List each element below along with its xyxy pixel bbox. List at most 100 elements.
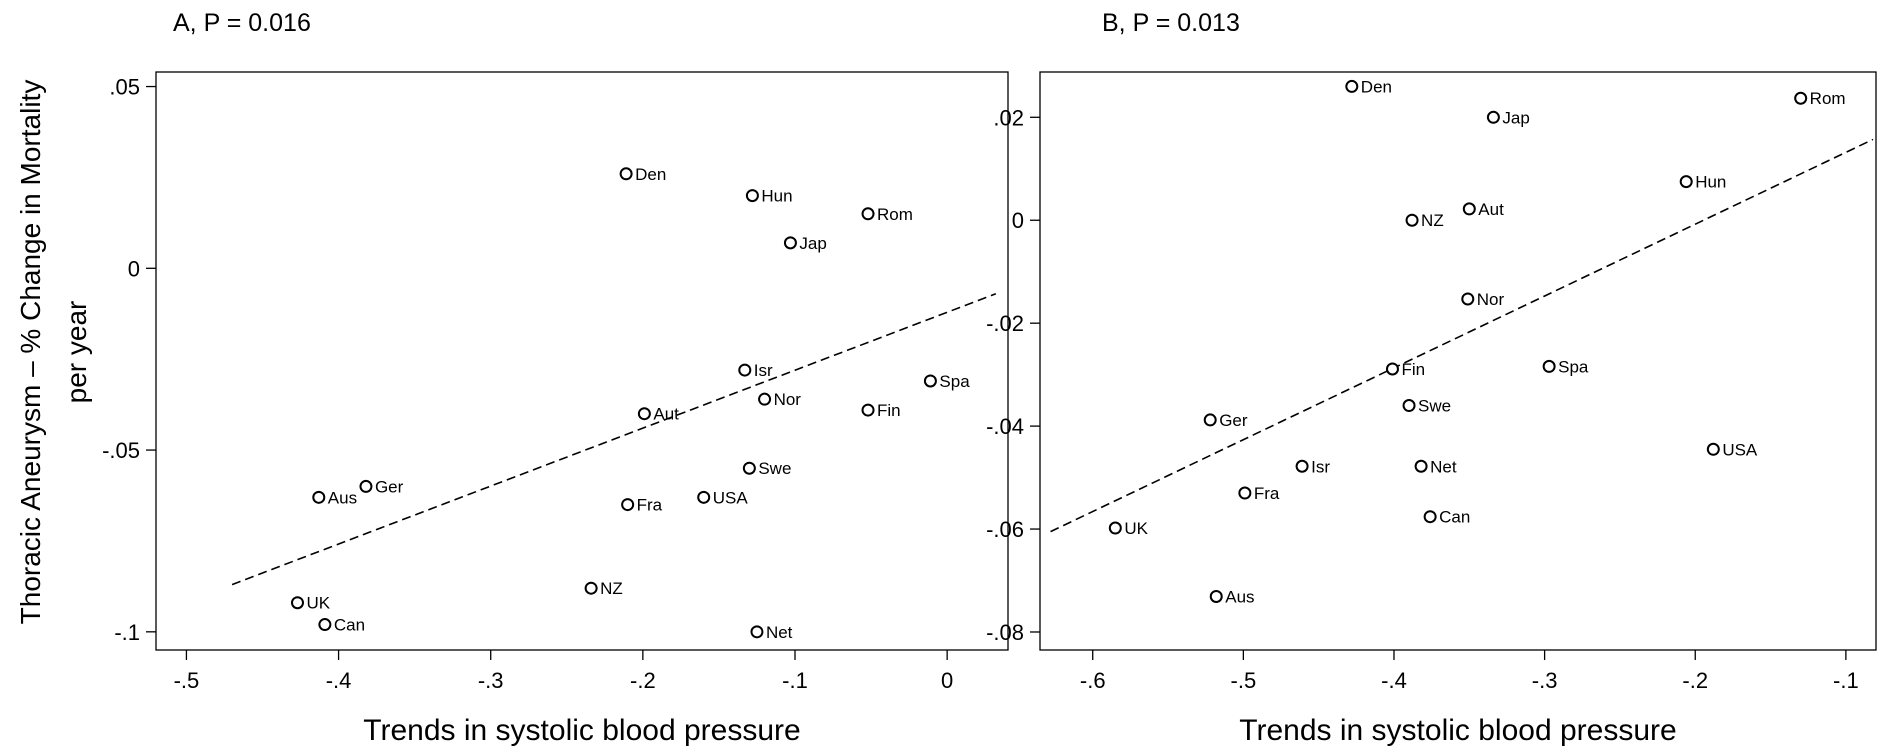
data-point-label: Spa — [939, 372, 970, 391]
y-tick-label-a: .05 — [109, 75, 140, 100]
x-tick-label-a: -.5 — [174, 668, 200, 693]
data-point-label: Swe — [1418, 397, 1451, 416]
data-point-label: Den — [1361, 77, 1392, 96]
data-point-label: Hun — [761, 187, 792, 206]
data-point — [697, 490, 711, 504]
data-point — [1108, 521, 1122, 535]
data-point — [359, 479, 373, 493]
x-axis-title-a: Trends in systolic blood pressure — [363, 714, 800, 747]
panel-title-b: B, P = 0.013 — [1102, 9, 1240, 37]
data-point — [1461, 292, 1475, 306]
y-tick-label-b: -.08 — [986, 620, 1024, 645]
y-axis-title-line2: per year — [61, 301, 92, 404]
data-point — [1679, 175, 1693, 189]
x-tick-label-a: -.2 — [630, 668, 656, 693]
plot-frame-b — [1039, 71, 1877, 651]
y-tick-label-a: 0 — [128, 256, 140, 281]
data-point — [1209, 589, 1223, 603]
data-point-label: Aut — [653, 405, 679, 424]
data-point — [1542, 359, 1556, 373]
data-point-label: Aus — [328, 488, 357, 507]
data-point-label: Fra — [637, 496, 663, 515]
data-point-label: Jap — [1502, 108, 1529, 127]
data-point — [621, 498, 635, 512]
y-tick-label-b: -.02 — [986, 311, 1024, 336]
y-tick-label-b: -.04 — [986, 414, 1024, 439]
data-point — [619, 167, 633, 181]
x-tick-label-b: -.2 — [1682, 668, 1708, 693]
y-tick-label-a: -.1 — [114, 620, 140, 645]
x-tick-label-a: 0 — [941, 668, 953, 693]
y-tick-label-a: -.05 — [102, 438, 140, 463]
data-point-label: Nor — [774, 390, 802, 409]
panel-a: A, P = 0.016 -.5 -.4 -.3 -.2 -.1 0 .05 0 -.05 -.1 T… — [102, 9, 1009, 747]
data-point — [318, 618, 332, 632]
data-point — [1238, 486, 1252, 500]
data-point — [861, 403, 875, 417]
panel-b: B, P = 0.013 -.6 -.5 -.4 -.3 -.2 -.1 .02 0 -.02 -.… — [986, 9, 1877, 747]
data-point — [923, 374, 937, 388]
data-point-label: Jap — [799, 234, 826, 253]
x-tick-label-b: -.4 — [1381, 668, 1407, 693]
data-point-label: Swe — [758, 459, 791, 478]
data-point — [1486, 110, 1500, 124]
data-point-label: Rom — [1810, 89, 1846, 108]
data-point — [745, 189, 759, 203]
data-point-label: Spa — [1558, 357, 1589, 376]
data-point-label: Hun — [1695, 173, 1726, 192]
data-point — [742, 461, 756, 475]
data-point — [1295, 459, 1309, 473]
x-tick-label-b: -.6 — [1080, 668, 1106, 693]
data-point-label: Aut — [1478, 200, 1504, 219]
x-tick-label-a: -.4 — [326, 668, 352, 693]
data-point — [312, 490, 326, 504]
data-point — [290, 596, 304, 610]
data-point-label: Can — [334, 616, 365, 635]
x-tick-label-a: -.1 — [782, 668, 808, 693]
data-point-label: NZ — [600, 579, 623, 598]
x-tick-label-b: -.1 — [1833, 668, 1859, 693]
data-point-label: Ger — [375, 477, 404, 496]
y-tick-label-b: .02 — [993, 105, 1024, 130]
data-point — [1385, 362, 1399, 376]
data-point-label: Ger — [1219, 411, 1248, 430]
data-point — [1345, 79, 1359, 93]
data-point — [1462, 202, 1476, 216]
x-tick-label-b: -.5 — [1231, 668, 1257, 693]
data-point — [1706, 442, 1720, 456]
data-point-label: Rom — [877, 205, 913, 224]
data-point-label: UK — [306, 594, 330, 613]
data-point — [758, 392, 772, 406]
x-tick-label-b: -.3 — [1532, 668, 1558, 693]
data-point — [637, 407, 651, 421]
data-point — [1402, 399, 1416, 413]
fit-line-b — [1050, 138, 1874, 533]
data-point-label: USA — [1722, 440, 1758, 459]
data-point — [1203, 413, 1217, 427]
data-point — [861, 207, 875, 221]
y-tick-label-b: -.06 — [986, 517, 1024, 542]
data-point — [584, 581, 598, 595]
data-point-label: Isr — [754, 361, 773, 380]
x-tick-label-a: -.3 — [478, 668, 504, 693]
x-axis-title-b: Trends in systolic blood pressure — [1239, 714, 1676, 747]
data-point — [1405, 213, 1419, 227]
data-point-label: Den — [635, 165, 666, 184]
data-point-label: Fin — [1401, 360, 1425, 379]
y-tick-label-b: 0 — [1012, 208, 1024, 233]
panel-title-a: A, P = 0.016 — [173, 9, 311, 37]
data-point — [1794, 91, 1808, 105]
data-point-label: Net — [766, 623, 793, 642]
data-point-label: Isr — [1311, 457, 1330, 476]
data-point-label: Fra — [1254, 484, 1280, 503]
data-point — [1414, 459, 1428, 473]
data-point — [1423, 510, 1437, 524]
plot-frame-a — [155, 71, 1009, 651]
data-point-label: USA — [713, 488, 749, 507]
data-point-label: Net — [1430, 457, 1457, 476]
data-point-label: UK — [1124, 519, 1148, 538]
y-axis-title: Thoracic Aneurysm – % Change in Mortalit… — [15, 80, 46, 625]
data-point-label: Aus — [1225, 587, 1254, 606]
